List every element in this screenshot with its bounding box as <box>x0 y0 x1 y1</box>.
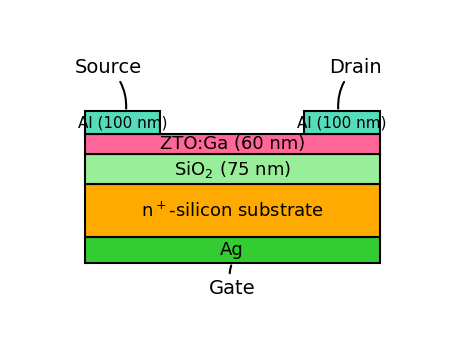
Text: ZTO:Ga (60 nm): ZTO:Ga (60 nm) <box>159 135 305 153</box>
Text: Al (100 nm): Al (100 nm) <box>297 115 386 130</box>
Bar <box>85 134 380 154</box>
Text: Al (100 nm): Al (100 nm) <box>78 115 167 130</box>
Bar <box>85 237 380 263</box>
Bar <box>304 111 380 134</box>
Bar <box>85 154 380 184</box>
Bar <box>85 111 160 134</box>
Bar <box>85 184 380 237</box>
Text: Source: Source <box>75 58 142 109</box>
Text: Gate: Gate <box>209 266 255 298</box>
Text: Drain: Drain <box>330 58 382 109</box>
Text: Ag: Ag <box>220 241 244 259</box>
Text: SiO$_2$ (75 nm): SiO$_2$ (75 nm) <box>173 159 291 180</box>
Text: n$^+$-silicon substrate: n$^+$-silicon substrate <box>141 201 323 220</box>
